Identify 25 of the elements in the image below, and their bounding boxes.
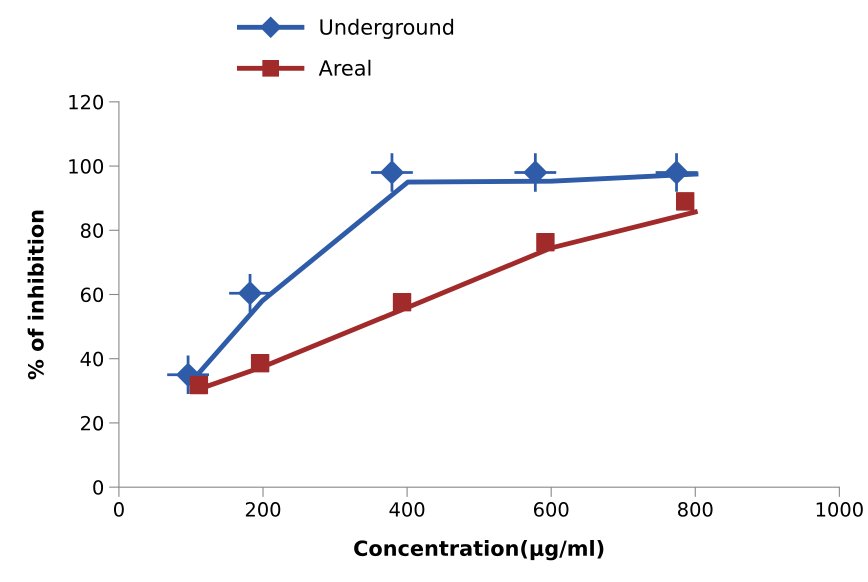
point	[676, 192, 694, 211]
y-tick-label: 100	[69, 159, 104, 174]
y-tick-label: 0	[93, 480, 104, 495]
x-tick-label: 400	[389, 502, 424, 517]
legend-label: Areal	[318, 60, 370, 76]
point	[664, 160, 688, 184]
y-tick-label: 80	[80, 223, 104, 238]
point	[250, 354, 270, 372]
x-tick-label: 0	[114, 502, 124, 517]
y-tick-label: 120	[69, 94, 104, 110]
x-tick-label: 200	[246, 502, 280, 517]
y-axis-title: % of inhibition	[28, 210, 44, 380]
y-tick-label: 40	[80, 352, 104, 366]
point	[536, 232, 555, 252]
x-axis-title: Concentration(µg/ml)	[354, 540, 604, 560]
y-tick-label: 60	[80, 287, 104, 302]
point	[380, 160, 404, 184]
x-tick-label: 800	[678, 502, 713, 517]
point	[190, 376, 208, 394]
x-tick-label: 600	[534, 502, 568, 517]
point	[238, 281, 262, 306]
point	[392, 292, 412, 312]
x-tick-label: 1000	[816, 502, 863, 517]
y-tick-label: 20	[81, 416, 104, 431]
legend-label: Underground	[320, 18, 454, 39]
